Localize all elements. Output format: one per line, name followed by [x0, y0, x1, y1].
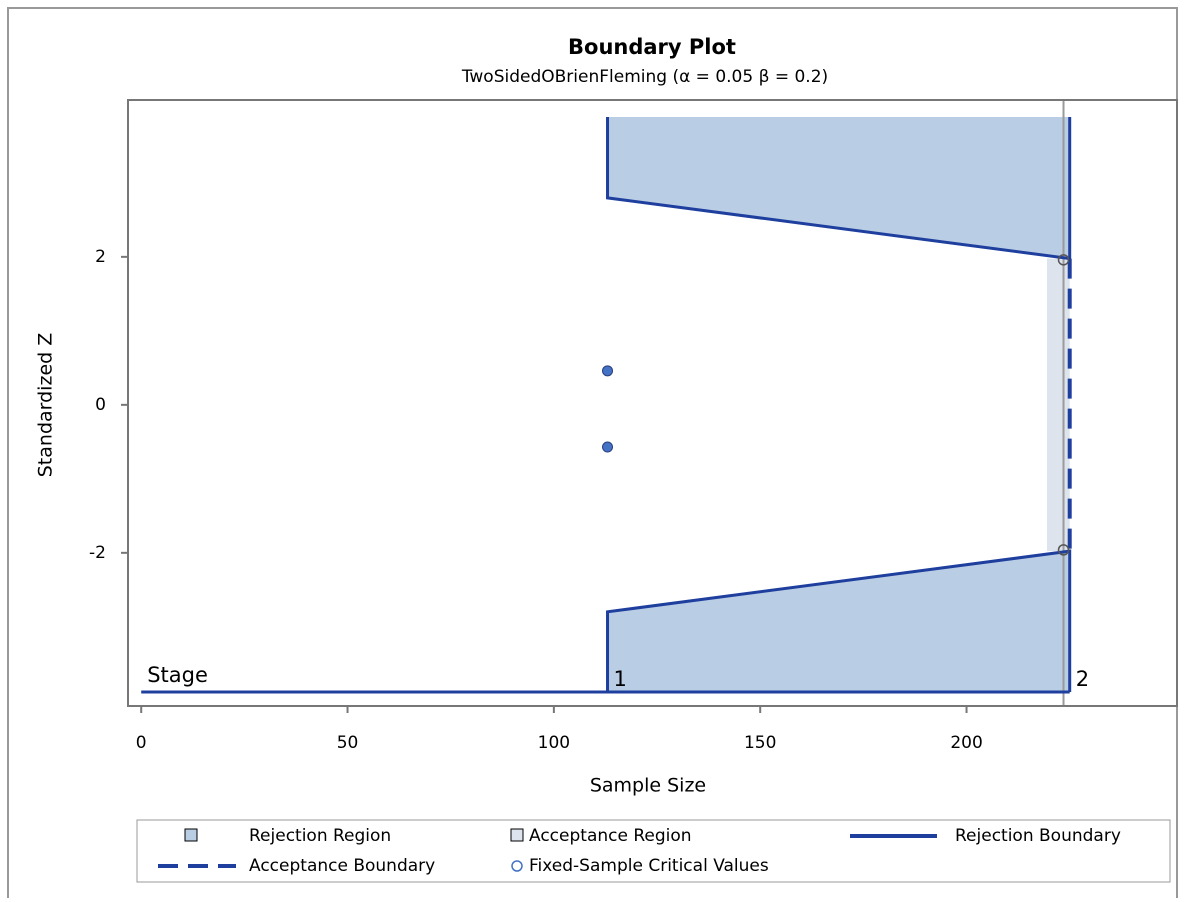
- x-axis-label: Sample Size: [590, 775, 706, 797]
- rejection-region: [607, 117, 1070, 259]
- x-tick-label: 100: [538, 733, 570, 753]
- y-tick-label: 2: [95, 247, 106, 267]
- rejection-boundary: [606, 117, 1072, 261]
- acceptance-region: [1047, 258, 1070, 552]
- y-axis-label: Standardized Z: [35, 333, 57, 478]
- fixed-critical-value: [1057, 544, 1070, 556]
- legend-label: Acceptance Region: [529, 826, 692, 846]
- rejection-boundary: [606, 549, 1072, 692]
- observed-point: [602, 365, 614, 377]
- chart-subtitle: TwoSidedOBrienFleming (α = 0.05 β = 0.2): [461, 67, 828, 87]
- x-tick-label: 0: [136, 733, 147, 753]
- y-tick-label: 0: [95, 395, 106, 415]
- stage-name: 2: [1076, 667, 1089, 691]
- legend-label: Rejection Region: [249, 826, 391, 846]
- x-tick-label: 150: [744, 733, 776, 753]
- legend-symbol: [511, 860, 523, 872]
- legend-label: Acceptance Boundary: [249, 856, 435, 876]
- observed-point: [602, 441, 614, 453]
- legend-label: Rejection Boundary: [955, 826, 1121, 846]
- x-tick-label: 50: [337, 733, 359, 753]
- fixed-critical-value: [1057, 254, 1070, 266]
- plot-frame: [127, 99, 1178, 707]
- stage-label: Stage: [147, 663, 208, 687]
- x-tick-label: 200: [950, 733, 982, 753]
- stage-name: 1: [614, 667, 627, 691]
- legend-label: Fixed-Sample Critical Values: [529, 856, 769, 876]
- legend-symbol: [184, 828, 198, 842]
- legend-symbol: [510, 828, 524, 842]
- rejection-region: [607, 551, 1070, 692]
- legend-box: [136, 819, 1171, 883]
- y-tick-label: -2: [89, 543, 106, 563]
- chart-title: Boundary Plot: [568, 35, 736, 59]
